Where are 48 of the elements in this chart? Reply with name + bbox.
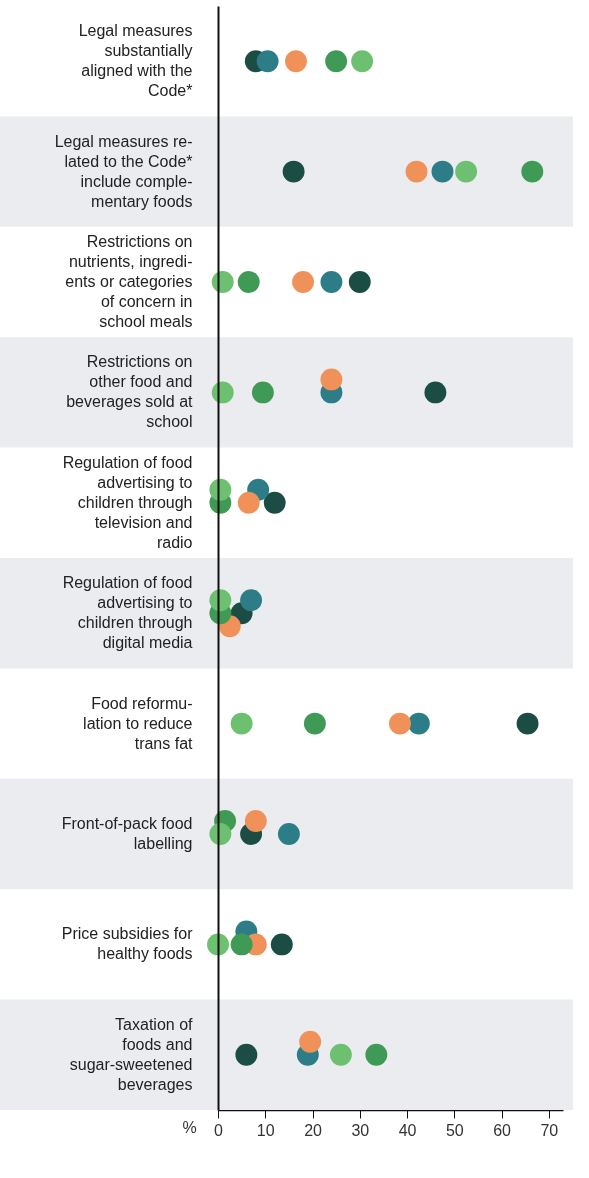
- y-tick-label: Food reformu- lation to reduce trans fat: [83, 694, 194, 752]
- point: [237, 271, 260, 293]
- point: [237, 491, 260, 514]
- y-tick-label: Taxation of foods and sugar-sweetened beverages: [69, 1015, 194, 1093]
- point: [282, 160, 305, 183]
- y-tick-label: Restrictions on other food and beverages sold at school: [66, 353, 194, 431]
- point: [235, 1043, 258, 1066]
- y-tick-label: Front-of-pack food labelling: [61, 815, 193, 852]
- x-tick-label: 30: [351, 1121, 370, 1139]
- x-tick-label: 10: [256, 1121, 275, 1139]
- y-tick-label: Restrictions on nutrients, ingredi- ents or categories of concern in school meals: [65, 233, 193, 330]
- point: [405, 160, 428, 183]
- point: [292, 271, 315, 293]
- point: [277, 823, 300, 845]
- x-tick-label: 60: [493, 1121, 512, 1139]
- y-tick-label: Legal measures re- lated to the Code* include comple- mentary foods: [54, 132, 193, 210]
- point: [211, 271, 234, 293]
- point: [230, 933, 253, 956]
- point: [424, 381, 447, 404]
- y-tick-label: Regulation of food advertising to children through television and radio: [62, 453, 193, 551]
- x-tick-label: 50: [445, 1121, 464, 1139]
- x-tick-label: 0: [214, 1121, 224, 1139]
- point: [407, 712, 430, 735]
- point: [285, 50, 307, 73]
- x-axis-title: %: [182, 1118, 197, 1136]
- y-tick-label: Price subsidies for healthy foods: [61, 925, 194, 963]
- point: [325, 50, 348, 73]
- point: [516, 712, 539, 735]
- point: [230, 712, 253, 735]
- point: [389, 712, 411, 735]
- y-tick-label: Regulation of food advertising to children through digital media: [62, 574, 193, 652]
- point: [320, 271, 343, 293]
- x-tick-label: 20: [304, 1121, 323, 1139]
- point: [431, 160, 454, 183]
- point: [365, 1043, 388, 1066]
- point: [270, 933, 293, 956]
- x-tick-label: 40: [398, 1121, 417, 1139]
- point: [329, 1043, 352, 1066]
- point: [303, 712, 326, 735]
- y-tick-label: Legal measures substantially aligned with the Code*: [78, 22, 193, 100]
- point: [251, 381, 274, 404]
- x-tick-label: 70: [540, 1121, 559, 1139]
- point: [521, 160, 544, 183]
- point: [263, 491, 286, 514]
- point: [455, 160, 478, 183]
- point: [348, 271, 371, 293]
- point: [351, 50, 374, 73]
- point: [256, 50, 279, 73]
